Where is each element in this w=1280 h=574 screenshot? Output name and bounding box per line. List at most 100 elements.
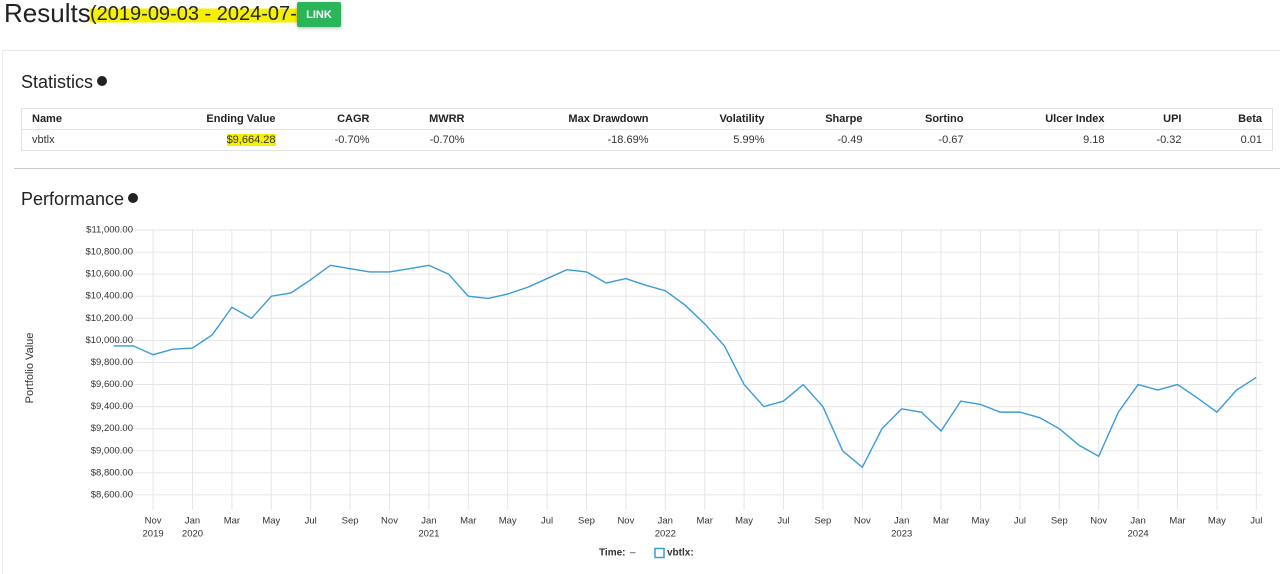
y-tick-label: $10,800.00 xyxy=(85,247,133,258)
section-title: Statistics xyxy=(21,72,108,93)
x-tick-label: Sep xyxy=(814,516,831,527)
y-tick-label: $9,200.00 xyxy=(91,423,133,434)
x-tick-label: Jul xyxy=(1250,516,1262,527)
x-tick-label: May xyxy=(1208,516,1226,527)
y-tick-label: $10,200.00 xyxy=(85,313,133,324)
statistics-title: Statistics xyxy=(21,72,94,92)
y-tick-label: $8,600.00 xyxy=(91,489,133,500)
x-tick-label: May xyxy=(735,516,753,527)
x-year-label: 2021 xyxy=(418,529,439,540)
x-tick-label: Nov xyxy=(381,516,398,527)
y-tick-label: $9,000.00 xyxy=(91,445,133,456)
column-header[interactable]: CAGR xyxy=(285,108,380,130)
statistics-table: Name Ending Value CAGR MWRR Max Drawdown Vola… xyxy=(21,108,1273,151)
legend-swatch[interactable] xyxy=(654,547,665,559)
x-tick-label: Jul xyxy=(541,516,553,527)
info-icon[interactable] xyxy=(128,193,139,203)
x-tick-label: Mar xyxy=(1169,516,1185,527)
column-header[interactable]: Sortino xyxy=(872,108,974,130)
table-cell: vbtlx xyxy=(21,129,172,151)
divider xyxy=(14,168,1280,169)
cell-text: -18.69% xyxy=(607,134,649,146)
x-tick-label: Nov xyxy=(854,516,871,527)
cell-text: -0.67 xyxy=(938,134,964,146)
table-cell: -0.67 xyxy=(872,129,974,151)
cell-text: -0.70% xyxy=(429,134,465,146)
cell-text: 5.99% xyxy=(733,134,765,146)
x-year-label: 2019 xyxy=(143,529,164,540)
y-tick-label: $10,000.00 xyxy=(85,335,133,346)
x-tick-label: Mar xyxy=(224,516,240,527)
table-cell: -0.49 xyxy=(774,129,873,151)
x-tick-label: May xyxy=(972,516,990,527)
table-cell: -0.70% xyxy=(285,129,380,151)
column-header[interactable]: Max Drawdown xyxy=(474,108,659,130)
x-year-label: 2024 xyxy=(1128,529,1149,540)
legend-time-label: Time: xyxy=(599,548,626,559)
x-tick-label: May xyxy=(499,516,517,527)
x-tick-label: Jan xyxy=(185,516,200,527)
x-tick-label: Jul xyxy=(1014,516,1026,527)
link-button[interactable]: LINK xyxy=(297,2,341,27)
y-tick-label: $9,600.00 xyxy=(91,379,133,390)
table-cell: -0.70% xyxy=(379,129,475,151)
x-tick-label: Sep xyxy=(342,516,359,527)
x-tick-label: Sep xyxy=(578,516,595,527)
info-icon[interactable] xyxy=(97,76,108,86)
table-cell: 9.18 xyxy=(973,129,1115,151)
y-tick-label: $8,800.00 xyxy=(91,467,133,478)
cell-text: $9,664.28 xyxy=(226,134,276,146)
x-tick-label: Mar xyxy=(933,516,949,527)
y-tick-label: $10,600.00 xyxy=(85,269,133,280)
x-tick-label: Jan xyxy=(658,516,673,527)
performance-title: Performance xyxy=(21,189,125,209)
column-header[interactable]: MWRR xyxy=(379,108,475,130)
cell-text: -0.49 xyxy=(837,134,863,146)
column-header[interactable]: Ending Value xyxy=(171,108,286,130)
x-year-label: 2022 xyxy=(655,529,676,540)
column-header[interactable]: Beta xyxy=(1191,108,1273,130)
y-tick-label: $10,400.00 xyxy=(85,291,133,302)
x-tick-label: Nov xyxy=(1090,516,1107,527)
x-tick-label: Jan xyxy=(1130,516,1145,527)
y-axis-label: Portfolio Value xyxy=(24,333,36,404)
legend-time-value: – xyxy=(630,548,636,559)
x-tick-label: Mar xyxy=(460,516,476,527)
column-header[interactable]: Ulcer Index xyxy=(973,108,1115,130)
table-cell: 0.01 xyxy=(1191,129,1273,151)
page-title: Results xyxy=(4,0,91,28)
x-tick-label: Jan xyxy=(894,516,909,527)
legend-label[interactable]: vbtlx: xyxy=(667,548,694,559)
x-tick-label: May xyxy=(262,516,280,527)
column-header[interactable]: Name xyxy=(21,108,172,130)
x-tick-label: Jul xyxy=(777,516,789,527)
table-cell: -0.32 xyxy=(1114,129,1192,151)
table-cell: -18.69% xyxy=(474,129,659,151)
x-year-label: 2020 xyxy=(182,529,203,540)
x-year-label: 2023 xyxy=(891,529,912,540)
y-tick-label: $11,000.00 xyxy=(86,225,133,236)
column-header[interactable]: Sharpe xyxy=(774,108,873,130)
x-tick-label: Nov xyxy=(145,516,162,527)
x-tick-label: Jul xyxy=(305,516,317,527)
x-tick-label: Nov xyxy=(617,516,634,527)
cell-text: -0.70% xyxy=(334,134,370,146)
y-tick-label: $9,400.00 xyxy=(91,401,133,412)
results-card xyxy=(2,50,1280,574)
table-cell: 5.99% xyxy=(658,129,775,151)
table-cell: $9,664.28 xyxy=(171,129,286,151)
section-title: Performance xyxy=(21,189,139,210)
y-tick-label: $9,800.00 xyxy=(91,357,133,368)
x-tick-label: Jan xyxy=(421,516,436,527)
column-header[interactable]: Volatility xyxy=(658,108,775,130)
cell-text: -0.32 xyxy=(1156,134,1182,146)
data-line xyxy=(113,264,1257,469)
date-range: (2019-09-03 - 2024-07-08) xyxy=(90,3,326,26)
cell-text: 9.18 xyxy=(1083,134,1105,146)
cell-text: 0.01 xyxy=(1240,134,1262,146)
x-tick-label: Sep xyxy=(1051,516,1068,527)
column-header[interactable]: UPI xyxy=(1114,108,1192,130)
cell-text: vbtlx xyxy=(32,134,55,146)
